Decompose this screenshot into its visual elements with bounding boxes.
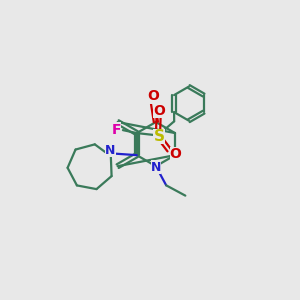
Text: N: N [151, 160, 161, 174]
Text: S: S [154, 129, 165, 144]
Text: N: N [105, 144, 116, 157]
Text: O: O [170, 147, 182, 161]
Text: F: F [111, 122, 121, 136]
Text: O: O [147, 89, 159, 103]
Text: O: O [153, 104, 165, 118]
